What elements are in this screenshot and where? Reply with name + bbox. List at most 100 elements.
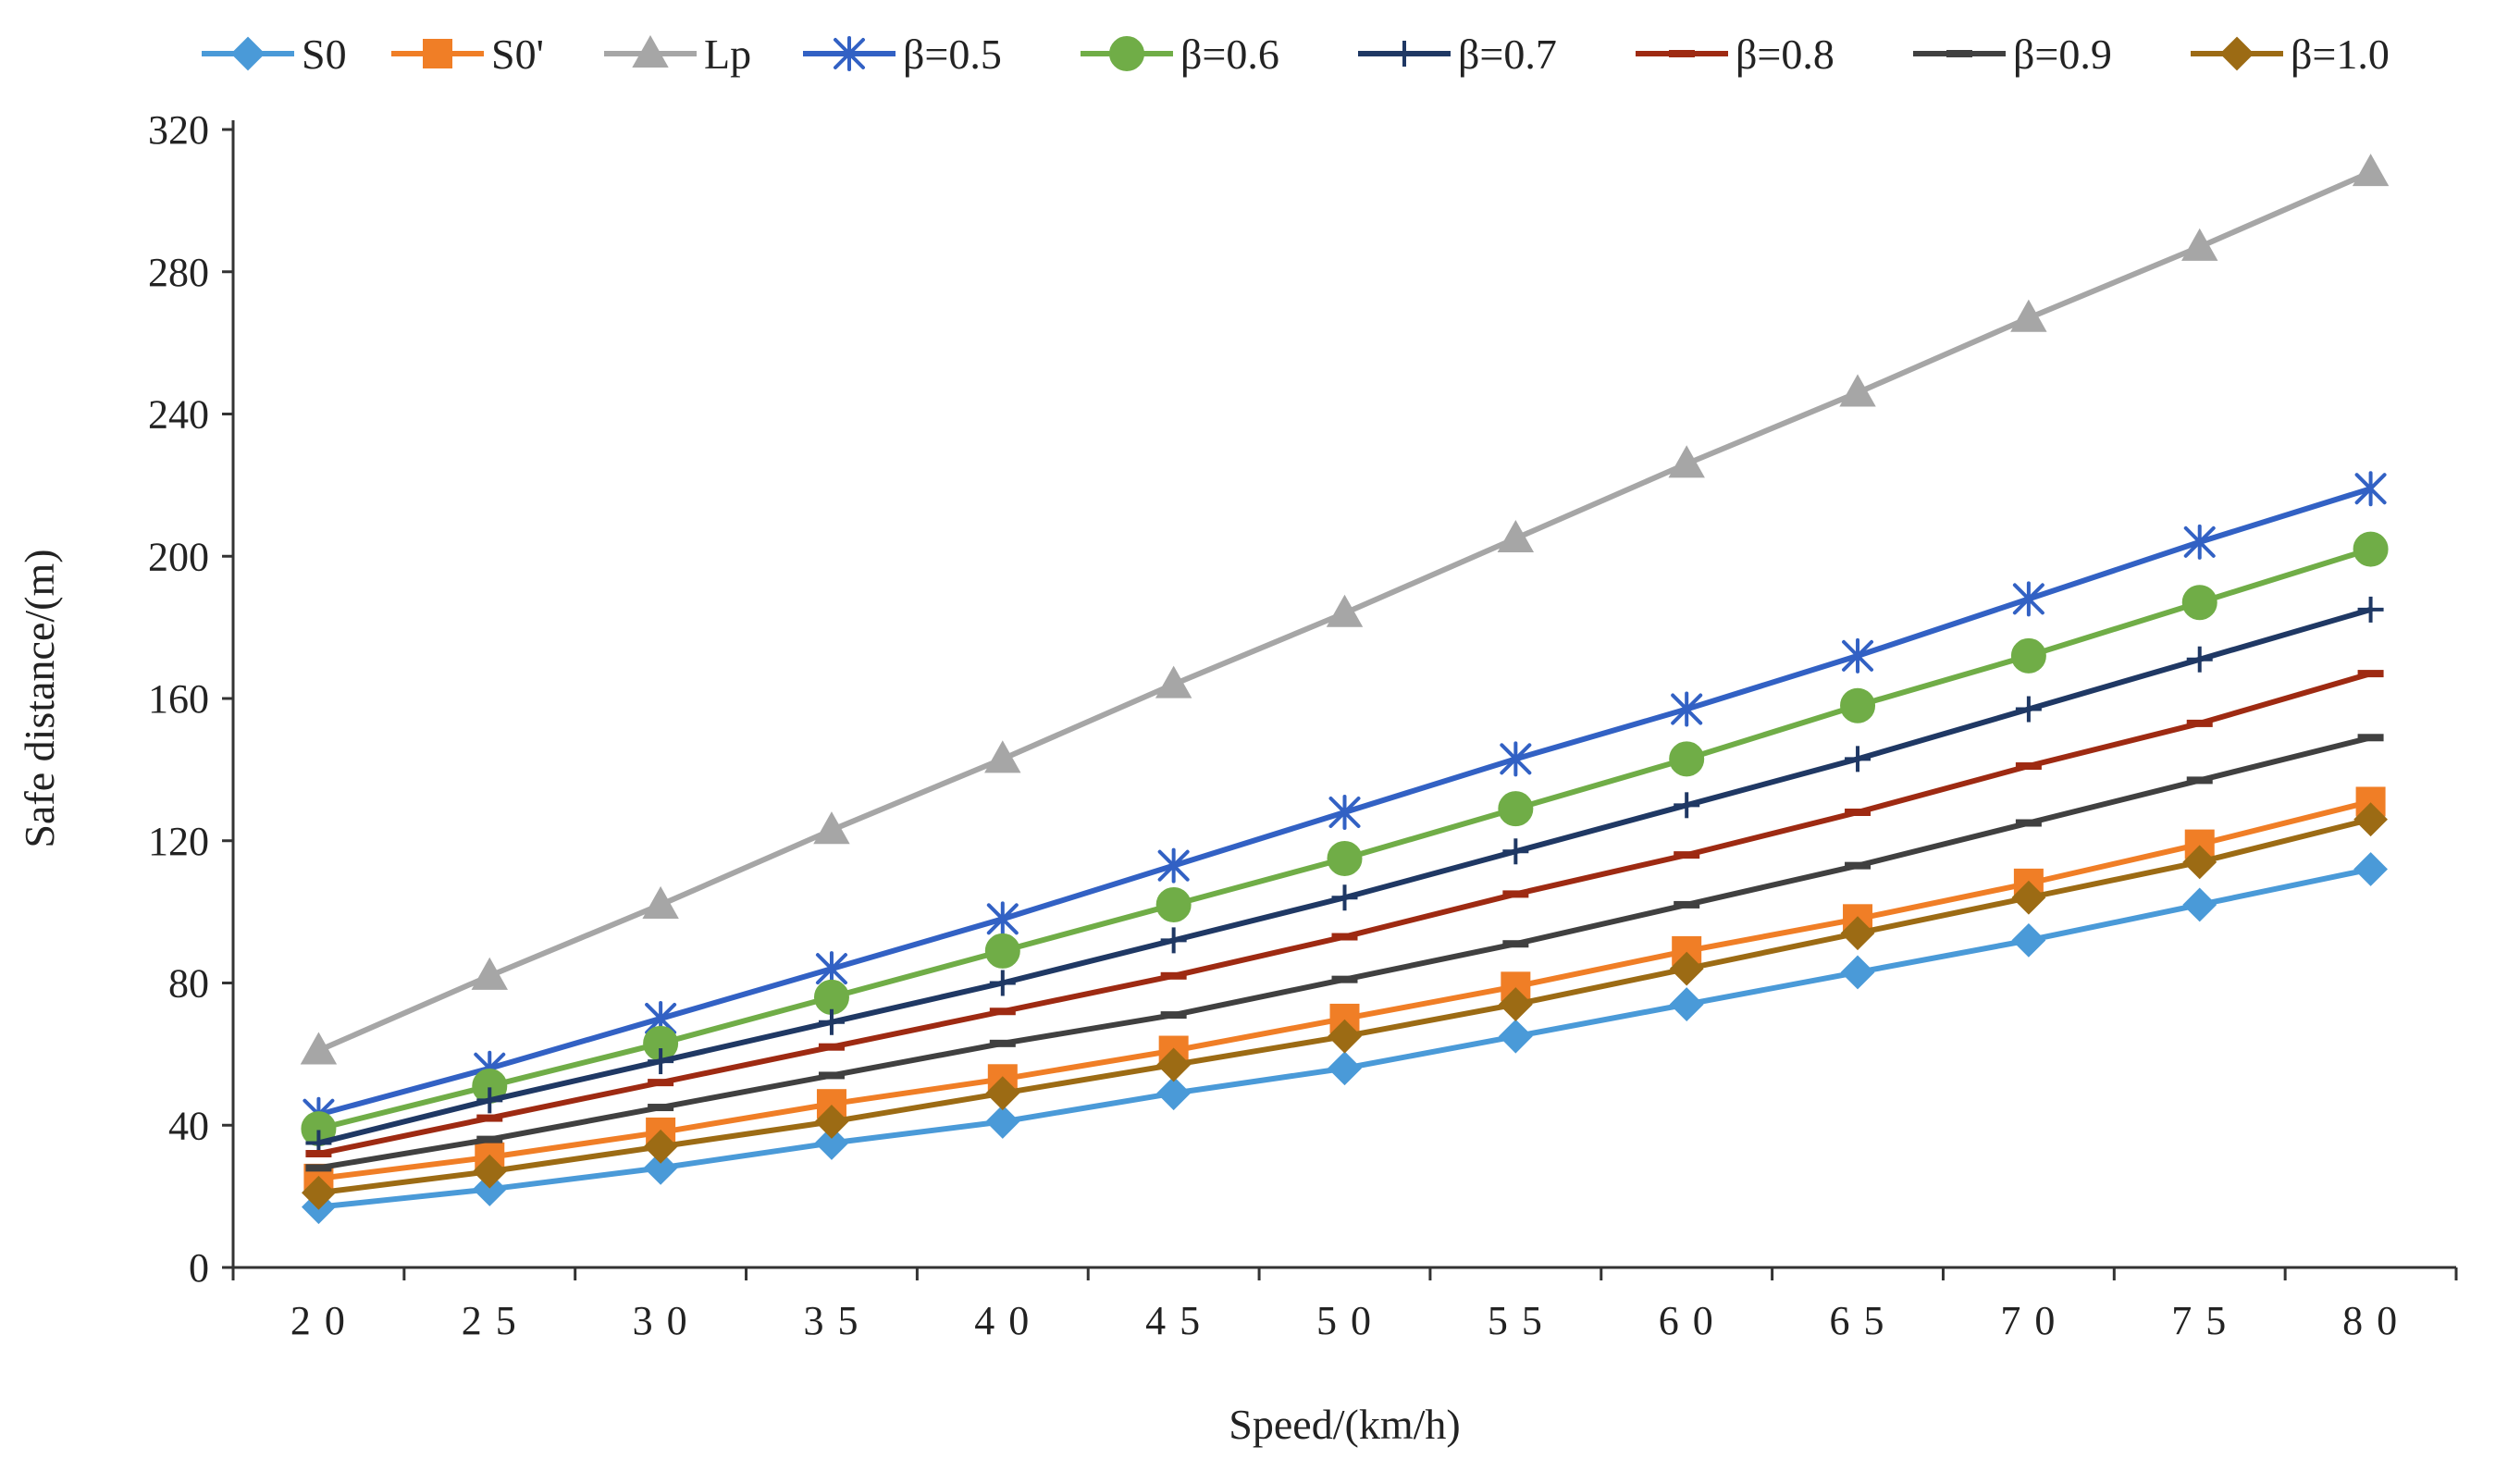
series-beta-0-9 (305, 734, 2384, 1172)
legend-label-lp: Lp (704, 31, 751, 78)
data-point-beta-0-6 (2353, 531, 2389, 567)
data-point-beta-0-5 (1842, 637, 1874, 674)
x-tick-label: 8 0 (2342, 1298, 2399, 1343)
data-point-lp (1839, 374, 1876, 407)
series-beta-0-7 (305, 596, 2384, 1156)
x-tick-label: 4 0 (974, 1298, 1031, 1343)
y-tick-label: 0 (189, 1245, 209, 1291)
y-tick-label: 160 (148, 676, 209, 722)
data-point-beta-1-0 (472, 1154, 507, 1189)
data-point-beta-1-0 (814, 1104, 849, 1139)
data-point-beta-0-7 (818, 1008, 845, 1035)
data-point-beta-0-6 (984, 933, 1020, 969)
x-tick-label: 7 0 (2000, 1298, 2057, 1343)
x-tick-label: 2 0 (290, 1298, 347, 1343)
x-tick-label: 6 0 (1659, 1298, 1715, 1343)
legend-item-beta-0-9: β=0.9 (1913, 31, 2112, 78)
data-point-beta-0-6 (813, 979, 849, 1015)
data-point-beta-0-6 (1327, 840, 1363, 876)
legend-item-lp: Lp (604, 31, 751, 78)
data-point-beta-0-9 (989, 1039, 1016, 1047)
data-point-beta-0-5 (2012, 581, 2044, 617)
series-beta-0-6 (301, 531, 2389, 1147)
data-point-beta-0-6 (1669, 741, 1705, 777)
data-point-lp (642, 885, 679, 919)
legend-label-beta-0-9: β=0.9 (2013, 31, 2112, 78)
legend-item-beta-0-5: β=0.5 (803, 31, 1002, 78)
data-point-beta-0-9 (1845, 861, 1871, 870)
data-point-beta-0-8 (648, 1079, 674, 1087)
x-axis-title: Speed/(km/h) (1229, 1401, 1460, 1448)
data-point-beta-0-9 (305, 1164, 332, 1172)
data-point-beta-0-7 (1331, 884, 1358, 911)
data-point-beta-1-0 (643, 1129, 678, 1164)
data-point-lp (471, 957, 508, 990)
legend-label-s0: S0 (302, 31, 347, 78)
data-point-beta-0-9 (818, 1071, 845, 1080)
series-group (300, 154, 2390, 1225)
data-point-beta-1-0 (2353, 802, 2388, 837)
data-point-beta-0-8 (989, 1007, 1016, 1016)
data-point-beta-0-8 (2357, 670, 2384, 678)
data-point-beta-0-6 (1155, 886, 1192, 922)
data-point-beta-1-0 (2011, 880, 2046, 915)
data-point-beta-0-6 (1498, 791, 1534, 827)
data-point-lp (2010, 299, 2047, 332)
legend-marker-beta-0-5 (834, 36, 865, 71)
data-point-beta-0-8 (476, 1114, 503, 1122)
legend-item-s0-prime: S0' (391, 31, 544, 78)
data-point-lp (1326, 594, 1364, 627)
data-point-beta-0-9 (2186, 776, 2213, 785)
data-point-lp (2181, 228, 2218, 261)
data-point-s0 (985, 1104, 1020, 1139)
data-point-s0-prime (2355, 786, 2386, 817)
data-point-beta-0-7 (1845, 746, 1871, 773)
data-point-beta-0-7 (648, 1048, 674, 1075)
data-point-beta-1-0 (1669, 951, 1704, 986)
data-point-beta-0-9 (1502, 940, 1529, 948)
data-point-beta-0-9 (1160, 1011, 1187, 1020)
data-point-beta-0-7 (1674, 792, 1700, 819)
legend: S0 S0' Lp β=0.5 β=0.6 β=0.7 β=0.8 β=0.9 β=1.0 (202, 31, 2390, 78)
data-point-beta-1-0 (1498, 987, 1533, 1021)
data-point-s0 (2353, 852, 2388, 886)
y-tick-label: 320 (148, 107, 209, 153)
data-point-beta-0-9 (1331, 975, 1358, 983)
x-tick-label: 5 5 (1488, 1298, 1544, 1343)
legend-label-s0-prime: S0' (491, 31, 544, 78)
series-beta-1-0 (302, 802, 2388, 1210)
data-point-lp (1668, 445, 1705, 478)
legend-marker-beta-0-6 (1109, 36, 1144, 71)
x-tick-label: 5 0 (1316, 1298, 1373, 1343)
data-point-beta-0-7 (2186, 646, 2213, 673)
data-point-beta-0-9 (2357, 734, 2384, 742)
legend-marker-s0 (230, 36, 266, 71)
data-point-beta-0-8 (818, 1043, 845, 1051)
legend-label-beta-0-7: β=0.7 (1458, 31, 1557, 78)
data-point-beta-0-7 (1502, 838, 1529, 865)
data-point-beta-0-8 (1502, 890, 1529, 898)
data-point-beta-0-9 (648, 1104, 674, 1112)
y-tick-label: 40 (168, 1103, 209, 1148)
data-point-beta-0-5 (1500, 741, 1532, 777)
data-point-beta-1-0 (1156, 1047, 1192, 1082)
data-point-s0 (1156, 1076, 1192, 1111)
y-axis-title: Safe distance/(m) (16, 549, 63, 847)
data-point-s0 (814, 1126, 849, 1160)
data-point-beta-0-7 (2357, 596, 2384, 623)
data-point-s0 (2182, 887, 2217, 922)
data-point-beta-1-0 (302, 1175, 336, 1210)
data-point-s0 (1669, 987, 1704, 1021)
data-point-beta-1-0 (1328, 1019, 1362, 1054)
data-point-beta-0-8 (2015, 762, 2042, 771)
data-point-beta-0-7 (2015, 696, 2042, 723)
legend-item-s0: S0 (202, 31, 347, 78)
y-tick-label: 200 (148, 534, 209, 579)
data-point-s0 (472, 1172, 507, 1206)
data-point-beta-0-9 (476, 1135, 503, 1143)
data-point-beta-0-5 (2354, 471, 2387, 507)
data-point-s0 (1328, 1051, 1362, 1086)
legend-label-beta-0-8: β=0.8 (1736, 31, 1834, 78)
data-point-lp (813, 811, 850, 845)
data-point-s0 (1498, 1019, 1533, 1054)
